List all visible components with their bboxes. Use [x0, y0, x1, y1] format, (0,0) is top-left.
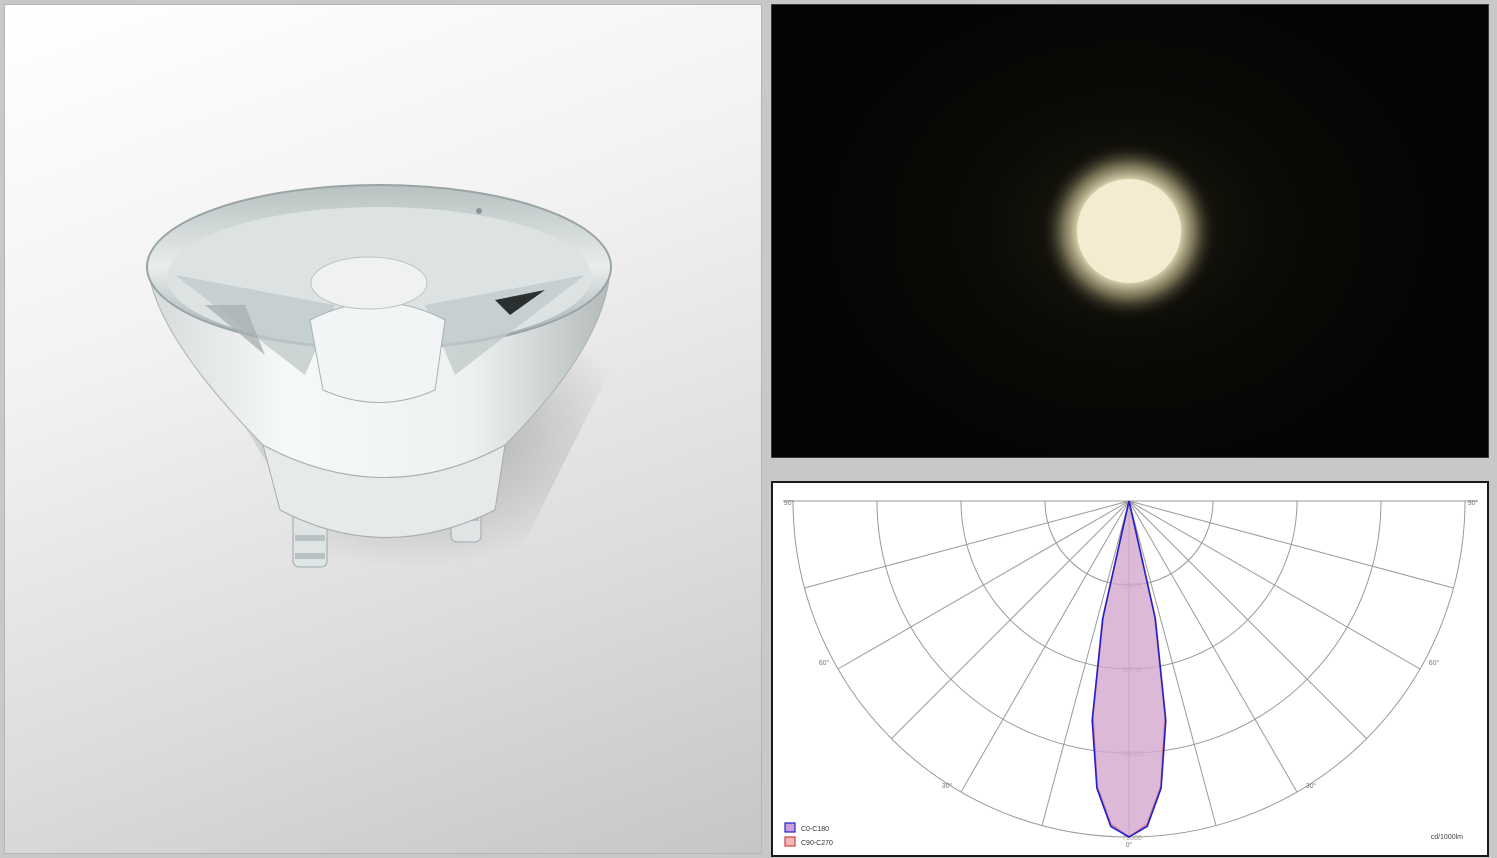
grid-spoke [1128, 500, 1298, 793]
polar-intensity-chart: 90°60°30°90°60°30°0°19875397505962579500… [771, 481, 1489, 857]
angle-label-right: 30° [1306, 782, 1317, 790]
grid-spoke [960, 500, 1130, 793]
grid-spoke [1041, 500, 1130, 826]
angle-label-right: 60° [1429, 659, 1440, 667]
grid-spoke [1128, 500, 1217, 826]
grid-spoke [804, 500, 1130, 589]
polar-chart-svg: 90°60°30°90°60°30°0°19875397505962579500… [783, 499, 1479, 849]
grid-spoke [1128, 500, 1421, 670]
grid-spoke [1128, 500, 1454, 589]
angle-label-bottom: 0° [1126, 841, 1133, 849]
angle-label-right: 90° [1468, 499, 1479, 507]
legend-swatch [784, 836, 796, 847]
series-curve-c0-c180 [1091, 500, 1167, 838]
grid-spoke [837, 500, 1130, 670]
angle-label-left: 60° [819, 659, 830, 667]
angle-label-left: 30° [942, 782, 953, 790]
beam-spot [1041, 143, 1217, 319]
legend-label: C0-C180 [801, 826, 829, 833]
beam-photo-panel [771, 4, 1489, 458]
led-lens-reflector-icon [146, 184, 633, 568]
grid-spoke [1128, 500, 1367, 739]
radial-tick-label: 79500 [1122, 835, 1142, 842]
product-image-panel [4, 4, 762, 854]
grid-spoke [891, 500, 1130, 739]
legend-label: C90-C270 [801, 840, 833, 847]
legend-swatch [784, 822, 796, 833]
angle-label-left: 90° [784, 499, 795, 507]
unit-label: cd/1000lm [1431, 834, 1463, 841]
